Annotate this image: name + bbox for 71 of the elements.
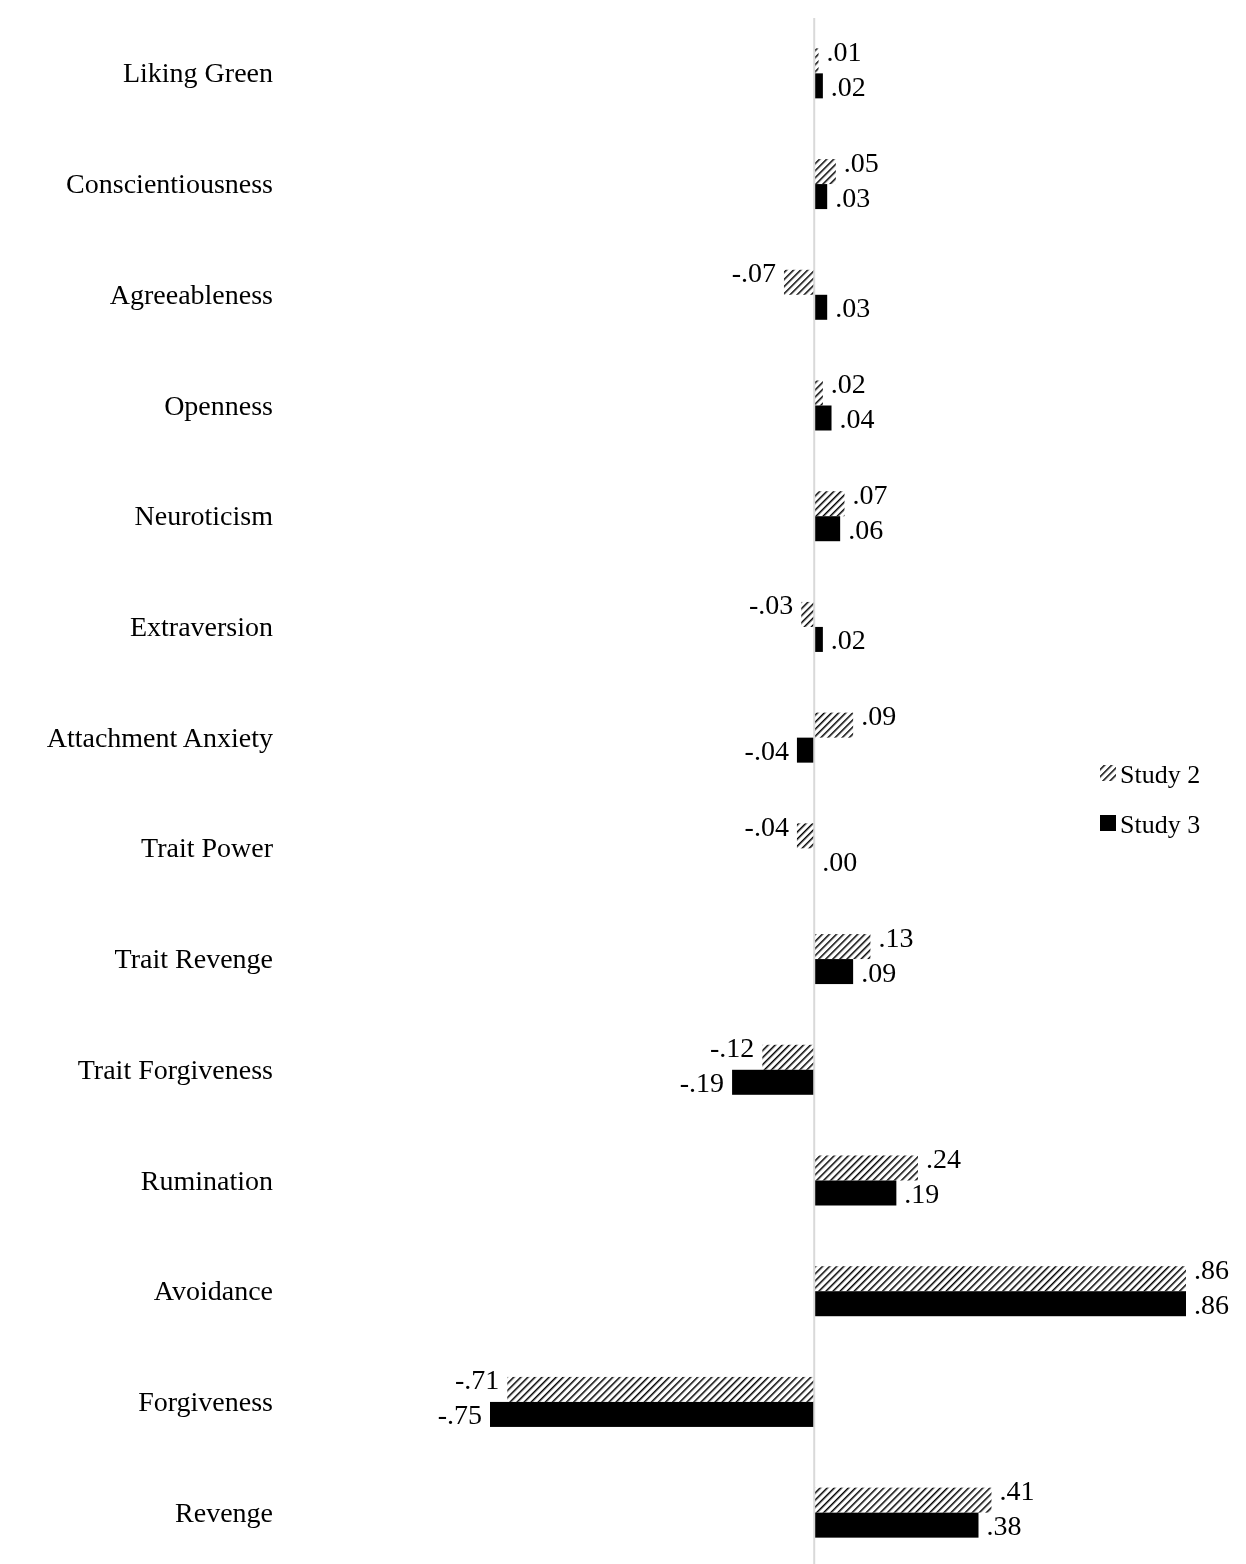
data-label: .86 [1194,1253,1229,1285]
data-label: .03 [835,181,871,213]
bar [814,516,841,542]
bar [507,1376,815,1402]
data-label: .05 [843,146,879,178]
data-label: .02 [830,624,866,656]
y-tick-label: Liking Green [122,57,273,89]
y-tick-label: Conscientiousness [66,168,273,200]
bar [814,491,845,517]
bar [814,1155,918,1181]
data-label: .09 [861,700,897,732]
y-tick-label: Trait Revenge [114,943,273,975]
data-label: .13 [878,921,914,953]
bar [814,1512,979,1538]
data-label: -.71 [454,1364,500,1396]
data-label: .07 [852,478,888,510]
bar [732,1069,815,1095]
bar [814,294,828,320]
data-label: .19 [904,1178,940,1209]
legend-label: Study 2 [1120,760,1201,789]
y-tick-label: Attachment Anxiety [46,721,273,753]
data-label: .86 [1194,1288,1229,1320]
legend-label: Study 3 [1120,810,1201,839]
data-label: -.75 [437,1399,482,1431]
data-label: .38 [986,1510,1022,1542]
bar [814,184,828,210]
data-label: .03 [835,292,871,324]
data-label: -.07 [731,257,776,289]
data-label: .04 [839,403,875,434]
bar [814,48,819,74]
bar [814,73,823,99]
bar [783,269,815,295]
data-label: .02 [830,70,866,102]
bar [814,1180,897,1206]
data-label: .02 [830,368,866,399]
y-tick-label: Trait Power [141,832,274,864]
data-label: -.04 [744,810,789,842]
y-tick-label: Revenge [175,1496,273,1528]
bar [762,1044,815,1070]
data-label: -.12 [710,1032,755,1064]
bar [490,1401,815,1427]
data-label: -.03 [748,589,794,621]
bar [796,737,815,763]
data-label: .24 [925,1143,961,1174]
bar [814,159,836,185]
bar [814,959,854,985]
y-tick-label: Openness [164,389,273,421]
bar [801,601,815,627]
data-label: .09 [861,956,897,988]
bar [814,626,823,652]
bar [814,1291,1186,1317]
data-label: .01 [826,35,862,67]
y-tick-label: Avoidance [153,1275,273,1307]
data-label: -.19 [679,1067,725,1099]
y-tick-label: Extraversion [129,610,273,642]
bar [814,1266,1186,1292]
data-label: .06 [848,513,884,545]
y-tick-label: Trait Forgiveness [77,1053,273,1085]
bar [814,1487,992,1513]
bar [814,380,823,406]
data-label: -.04 [744,735,789,767]
y-tick-label: Neuroticism [134,500,274,532]
y-tick-label: Agreeableness [109,278,273,310]
y-tick-label: Forgiveness [138,1385,273,1417]
bar [814,712,854,738]
data-label: .00 [822,845,858,877]
y-tick-label: Rumination [140,1164,273,1196]
bar [796,823,815,849]
data-label: .41 [999,1475,1035,1507]
bar [814,405,832,431]
bar [814,934,871,960]
